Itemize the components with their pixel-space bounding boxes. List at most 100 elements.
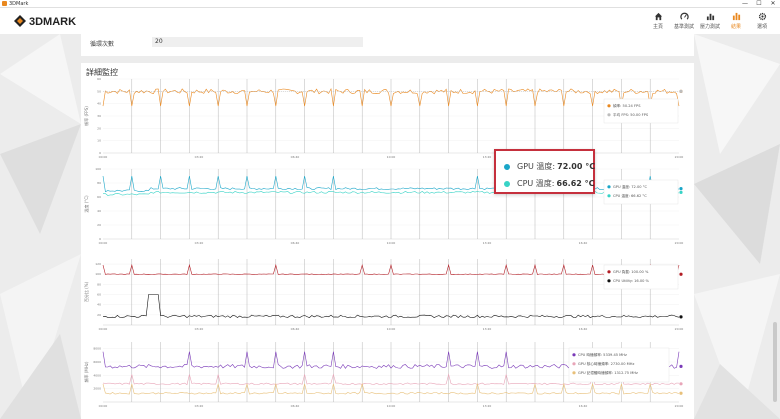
series-end-marker <box>679 190 683 194</box>
app-header: 3DMARK 主頁 基準測試 壓力測試 結果 選項 <box>0 8 780 34</box>
tooltip-gpu-value: 72.00 °C <box>557 162 596 171</box>
series-line-GPU 負載 <box>102 263 680 275</box>
legend-entry: GPU 核心時鐘頻率: 2730.00 MHz <box>578 361 634 366</box>
x-tick-label: 06:40 <box>291 404 300 408</box>
y-tick-label: 30 <box>97 114 101 118</box>
y-tick-label: 20 <box>97 223 101 227</box>
nav-results[interactable]: 結果 <box>724 11 748 33</box>
series-line-CPU Utility <box>102 294 680 318</box>
maximize-button[interactable]: ☐ <box>756 0 762 7</box>
legend-box <box>603 98 679 124</box>
y-tick-label: 40 <box>97 102 101 106</box>
nav-home[interactable]: 主頁 <box>646 11 670 33</box>
series-end-marker <box>679 272 683 276</box>
page-scrollbar[interactable] <box>771 34 779 419</box>
legend-entry: CPU 溫度: 66.62 °C <box>613 193 647 198</box>
gauge-icon <box>679 12 689 20</box>
y-tick-label: 80 <box>97 282 101 286</box>
x-tick-label: 13:20 <box>483 155 492 159</box>
x-tick-label: 06:40 <box>291 155 300 159</box>
y-axis-title: 溫度 (°C) <box>83 195 89 213</box>
series-end-marker <box>679 364 683 369</box>
y-tick-label: 10 <box>97 139 101 143</box>
nav-home-label: 主頁 <box>652 24 663 30</box>
legend-dot-icon <box>607 194 611 198</box>
x-tick-label: 06:40 <box>291 241 300 245</box>
tooltip-cpu-row: CPU 溫度: 66.62 °C <box>504 178 594 189</box>
legend-box <box>568 347 670 383</box>
y-tick-label: 40 <box>97 303 101 307</box>
x-tick-label: 00:00 <box>99 155 108 159</box>
x-tick-label: 00:00 <box>99 327 108 331</box>
series-end-marker <box>679 187 683 191</box>
close-button[interactable]: ✕ <box>770 0 776 7</box>
nav-stress-tests[interactable]: 壓力測試 <box>698 11 722 33</box>
app-icon <box>2 1 7 6</box>
y-tick-label: 120 <box>95 262 101 266</box>
nav-options[interactable]: 選項 <box>750 11 774 33</box>
legend-dot-icon <box>607 113 611 117</box>
y-tick-label: 60 <box>97 195 101 199</box>
x-tick-label: 16:40 <box>579 327 588 331</box>
y-tick-label: 60 <box>97 293 101 297</box>
y-tick-label: 40 <box>97 209 101 213</box>
series-line-GPU 記憶體時鐘頻率 <box>102 382 680 395</box>
gear-icon <box>758 12 766 21</box>
cpu-temp-dot-icon <box>504 180 510 187</box>
minimize-button[interactable]: — <box>742 0 748 7</box>
x-tick-label: 03:20 <box>195 327 204 331</box>
settings-card: 循環次數 20 <box>81 34 694 56</box>
legend-entry: GPU 溫度: 72.00 °C <box>613 184 647 189</box>
y-axis-title: 頻率 (MHz) <box>83 361 89 382</box>
x-tick-label: 20:00 <box>675 241 684 245</box>
x-tick-label: 13:20 <box>483 327 492 331</box>
y-tick-label: 100 <box>95 167 101 171</box>
home-icon <box>654 12 662 21</box>
nav-results-label: 結果 <box>730 24 741 30</box>
nav-stress-tests-label: 壓力測試 <box>699 24 720 30</box>
x-tick-label: 00:00 <box>99 404 108 408</box>
main-nav: 主頁 基準測試 壓力測試 結果 選項 <box>646 11 774 33</box>
nav-benchmarks-label: 基準測試 <box>673 24 694 30</box>
series-end-marker <box>679 315 683 319</box>
x-tick-label: 13:20 <box>483 241 492 245</box>
x-tick-label: 06:40 <box>291 327 300 331</box>
legend-box <box>603 179 679 205</box>
logo-text: 3DMARK <box>29 16 76 28</box>
window-title: 3DMark <box>9 1 29 7</box>
x-tick-label: 03:20 <box>195 404 204 408</box>
tooltip-gpu-label: GPU 溫度: <box>517 162 556 171</box>
x-tick-label: 10:00 <box>387 327 396 331</box>
x-tick-label: 03:20 <box>195 241 204 245</box>
y-tick-label: 80 <box>97 181 101 185</box>
legend-entry: 幀率: 50.24 FPS <box>613 103 641 108</box>
series-line-幀率 <box>102 87 680 107</box>
legend-dot-icon <box>572 362 576 366</box>
x-tick-label: 10:00 <box>387 241 396 245</box>
x-tick-label: 20:00 <box>675 327 684 331</box>
scrollbar-thumb[interactable] <box>773 322 777 402</box>
x-tick-label: 03:20 <box>195 155 204 159</box>
x-tick-label: 00:00 <box>99 241 108 245</box>
legend-dot-icon <box>607 185 611 189</box>
gpu-temp-dot-icon <box>504 163 510 170</box>
legend-entry: GPU 負載: 100.00 % <box>613 269 649 274</box>
y-tick-label: 20 <box>97 126 101 130</box>
y-tick-label: 60 <box>97 77 101 81</box>
legend-dot-icon <box>607 270 611 274</box>
x-tick-label: 16:40 <box>579 241 588 245</box>
y-tick-label: 50 <box>97 89 101 93</box>
legend-dot-icon <box>607 279 611 283</box>
legend-dot-icon <box>572 353 576 357</box>
y-axis-title: 幀率 (FPS) <box>83 106 89 126</box>
temperature-tooltip: GPU 溫度: 72.00 °C CPU 溫度: 66.62 °C <box>494 149 595 194</box>
section-title: 詳細監控 <box>86 68 118 77</box>
legend-dot-icon <box>572 371 576 375</box>
y-tick-label: 0 <box>99 151 101 155</box>
nav-benchmarks[interactable]: 基準測試 <box>672 11 696 33</box>
series-line-GPU 核心時鐘頻率 <box>102 373 680 386</box>
stress-chart-icon <box>706 13 714 21</box>
legend-entry: CPU Utility: 16.00 % <box>613 279 650 283</box>
loop-count-value: 20 <box>152 37 363 47</box>
nav-options-label: 選項 <box>756 24 767 30</box>
